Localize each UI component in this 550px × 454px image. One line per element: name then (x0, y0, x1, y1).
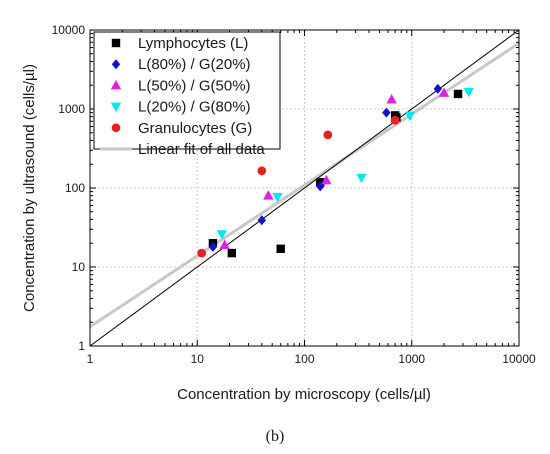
x-tick-label: 1000 (398, 352, 425, 366)
legend-label: Lymphocytes (L) (138, 35, 248, 52)
trend-lines (89, 29, 520, 347)
legend-swatch-marker (110, 79, 122, 90)
legend: Lymphocytes (L) L(80%) / G(20%) L(50%) / G… (93, 31, 281, 158)
point-l-50-g-50 (263, 190, 274, 200)
legend-swatch-marker (111, 38, 121, 48)
x-tick-label: 10000 (502, 352, 536, 366)
legend-swatch-marker (111, 123, 121, 133)
y-tick-label: 1 (78, 339, 85, 353)
point-granulocytes-g (197, 248, 207, 258)
x-tick-label: 1 (87, 352, 94, 366)
linear-fit-line (89, 41, 520, 329)
legend-label: Linear fit of all data (138, 141, 265, 158)
x-axis-label: Concentration by microscopy (cells/µl) (177, 386, 431, 403)
x-tick-label: 100 (294, 352, 314, 366)
point-l-80-g-20 (208, 241, 218, 252)
point-l-50-g-50 (438, 87, 450, 97)
point-lymphocytes-l (276, 244, 285, 253)
y-axis-label: Concentration by ultrasound (cells/µl) (21, 64, 38, 312)
point-l-20-g-80 (216, 230, 228, 240)
legend-swatch-marker (110, 102, 122, 113)
legend-swatch-marker (111, 59, 121, 70)
point-lymphocytes-l (227, 248, 237, 258)
legend-label: L(50%) / G(50%) (138, 77, 251, 94)
y-tick-label: 100 (65, 181, 85, 195)
data-markers (197, 83, 474, 258)
point-l-80-g-20 (433, 83, 443, 94)
point-granulocytes-g (257, 166, 267, 176)
point-l-20-g-80 (463, 87, 474, 98)
legend-label: L(20%) / G(80%) (138, 99, 251, 116)
point-lymphocytes-l (453, 89, 463, 99)
legend-label: L(80%) / G(20%) (138, 56, 251, 73)
point-l-50-g-50 (386, 93, 397, 104)
axis-ticks: 1 10 100 1000 10000 1 10 100 1000 10000 (52, 23, 536, 366)
y-tick-label: 10000 (52, 23, 86, 37)
point-l-80-g-20 (257, 215, 267, 226)
point-l-50-g-50 (321, 174, 332, 185)
panel-label: (b) (265, 428, 285, 445)
point-l-20-g-80 (356, 173, 367, 184)
point-l-50-g-50 (219, 239, 230, 249)
point-l-20-g-80 (272, 192, 283, 203)
point-l-20-g-80 (404, 111, 416, 122)
point-l-80-g-20 (382, 107, 391, 118)
point-granulocytes-g (390, 115, 400, 125)
legend-label: Granulocytes (G) (138, 120, 252, 137)
y-tick-label: 10 (72, 260, 86, 274)
y-tick-label: 1000 (58, 102, 85, 116)
legend-box (93, 31, 281, 150)
point-granulocytes-g (323, 130, 333, 140)
x-tick-label: 10 (191, 352, 205, 366)
identity-line (89, 29, 520, 347)
